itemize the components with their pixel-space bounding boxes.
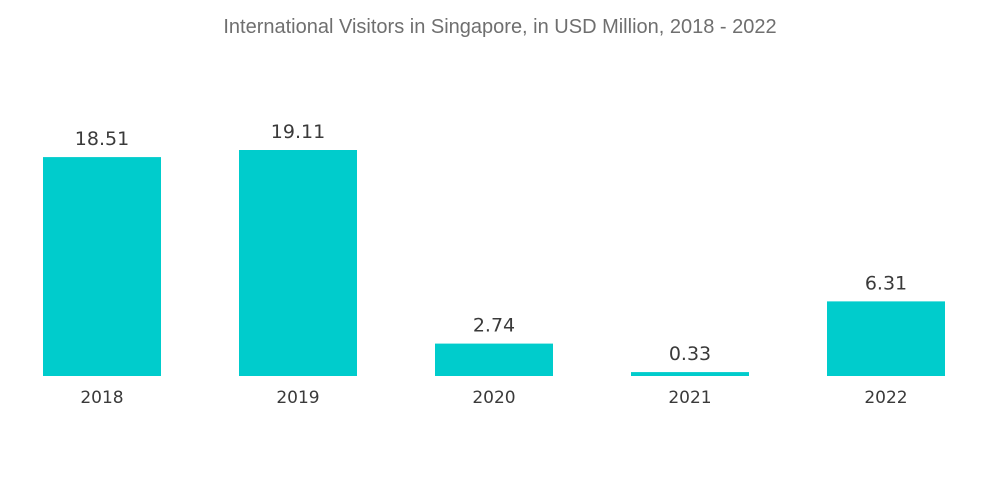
- bar-2019: [239, 150, 357, 376]
- x-tick-label-2018: 2018: [80, 388, 123, 408]
- x-tick-label-2022: 2022: [864, 388, 907, 408]
- chart-title: International Visitors in Singapore, in …: [223, 16, 777, 38]
- data-label-2022: 6.31: [865, 272, 907, 294]
- bars-group: [43, 150, 945, 376]
- data-label-2018: 18.51: [75, 128, 129, 150]
- data-label-2019: 19.11: [271, 121, 325, 143]
- data-label-2021: 0.33: [669, 343, 711, 365]
- x-tick-label-2021: 2021: [668, 388, 711, 408]
- bar-2020: [435, 343, 553, 376]
- x-axis-tick-labels: 2018 2019 2020 2021 2022: [80, 388, 907, 408]
- data-label-2020: 2.74: [473, 315, 515, 337]
- x-tick-label-2020: 2020: [472, 388, 515, 408]
- bar-2021: [631, 372, 749, 376]
- bar-2022: [827, 301, 945, 376]
- data-labels-group: 18.51 19.11 2.74 0.33 6.31: [75, 121, 907, 365]
- bar-2018: [43, 157, 161, 376]
- x-tick-label-2019: 2019: [276, 388, 319, 408]
